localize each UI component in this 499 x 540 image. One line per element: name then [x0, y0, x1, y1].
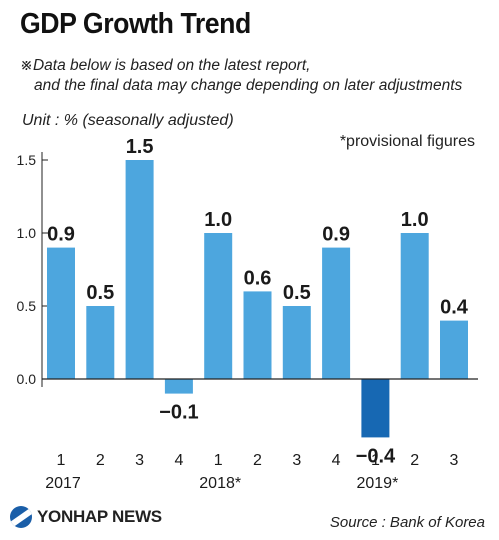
y-tick-label: 0.5 — [17, 298, 37, 314]
data-note-line1: ※Data below is based on the latest repor… — [20, 57, 311, 74]
data-label: 0.4 — [440, 297, 469, 319]
y-tick-label: 1.5 — [17, 152, 37, 168]
x-tick-label: 3 — [135, 452, 144, 469]
bar — [243, 291, 272, 379]
yonhap-logo-icon — [10, 506, 32, 528]
bar — [125, 160, 154, 379]
data-label: 0.5 — [86, 282, 114, 304]
bar — [86, 306, 115, 379]
year-label: 2019* — [356, 475, 398, 492]
bar — [47, 247, 75, 379]
logo-text: YONHAP NEWS — [37, 507, 162, 526]
chart-title: GDP Growth Trend — [20, 8, 251, 40]
data-note-line2: and the final data may change depending … — [34, 77, 463, 94]
x-tick-label: 1 — [371, 452, 380, 469]
data-label: 0.9 — [322, 224, 350, 246]
x-tick-label: 3 — [450, 452, 459, 469]
data-label: 0.9 — [47, 224, 75, 246]
x-tick-label: 2 — [410, 452, 419, 469]
unit-label: Unit : % (seasonally adjusted) — [22, 112, 234, 129]
bar — [400, 233, 429, 379]
data-label: 0.6 — [244, 267, 272, 289]
source-label: Source : Bank of Korea — [329, 514, 485, 531]
data-label: 0.5 — [283, 282, 311, 304]
year-label: 2018* — [199, 475, 241, 492]
x-tick-label: 1 — [57, 452, 66, 469]
bar — [282, 306, 311, 379]
x-tick-label: 2 — [96, 452, 105, 469]
data-label: 1.5 — [126, 136, 154, 158]
x-tick-label: 4 — [332, 452, 341, 469]
bar — [204, 233, 233, 379]
bar — [440, 320, 468, 379]
x-tick-label: 3 — [292, 452, 301, 469]
data-label: 1.0 — [204, 209, 232, 231]
bar — [164, 379, 193, 394]
data-label: −0.4 — [356, 445, 396, 467]
x-tick-label: 2 — [253, 452, 262, 469]
data-label: 1.0 — [401, 209, 429, 231]
y-tick-label: 0.0 — [17, 371, 37, 387]
provisional-note: *provisional figures — [339, 133, 475, 150]
bar — [361, 379, 390, 438]
data-label: −0.1 — [159, 402, 198, 424]
data-note: ※Data below is based on the latest repor… — [20, 56, 462, 96]
x-tick-label: 1 — [214, 452, 223, 469]
bar-chart: 1.5 1.0 0.5 0.0 0.9 1 0.5 2 1.5 3 −0.1 4 1.0 1 0.6 2 0.5… — [17, 136, 478, 492]
bar — [322, 247, 351, 379]
yonhap-logo: YONHAP NEWS — [10, 506, 162, 528]
x-tick-label: 4 — [174, 452, 183, 469]
year-label: 2017 — [45, 475, 81, 492]
y-tick-label: 1.0 — [17, 225, 37, 241]
